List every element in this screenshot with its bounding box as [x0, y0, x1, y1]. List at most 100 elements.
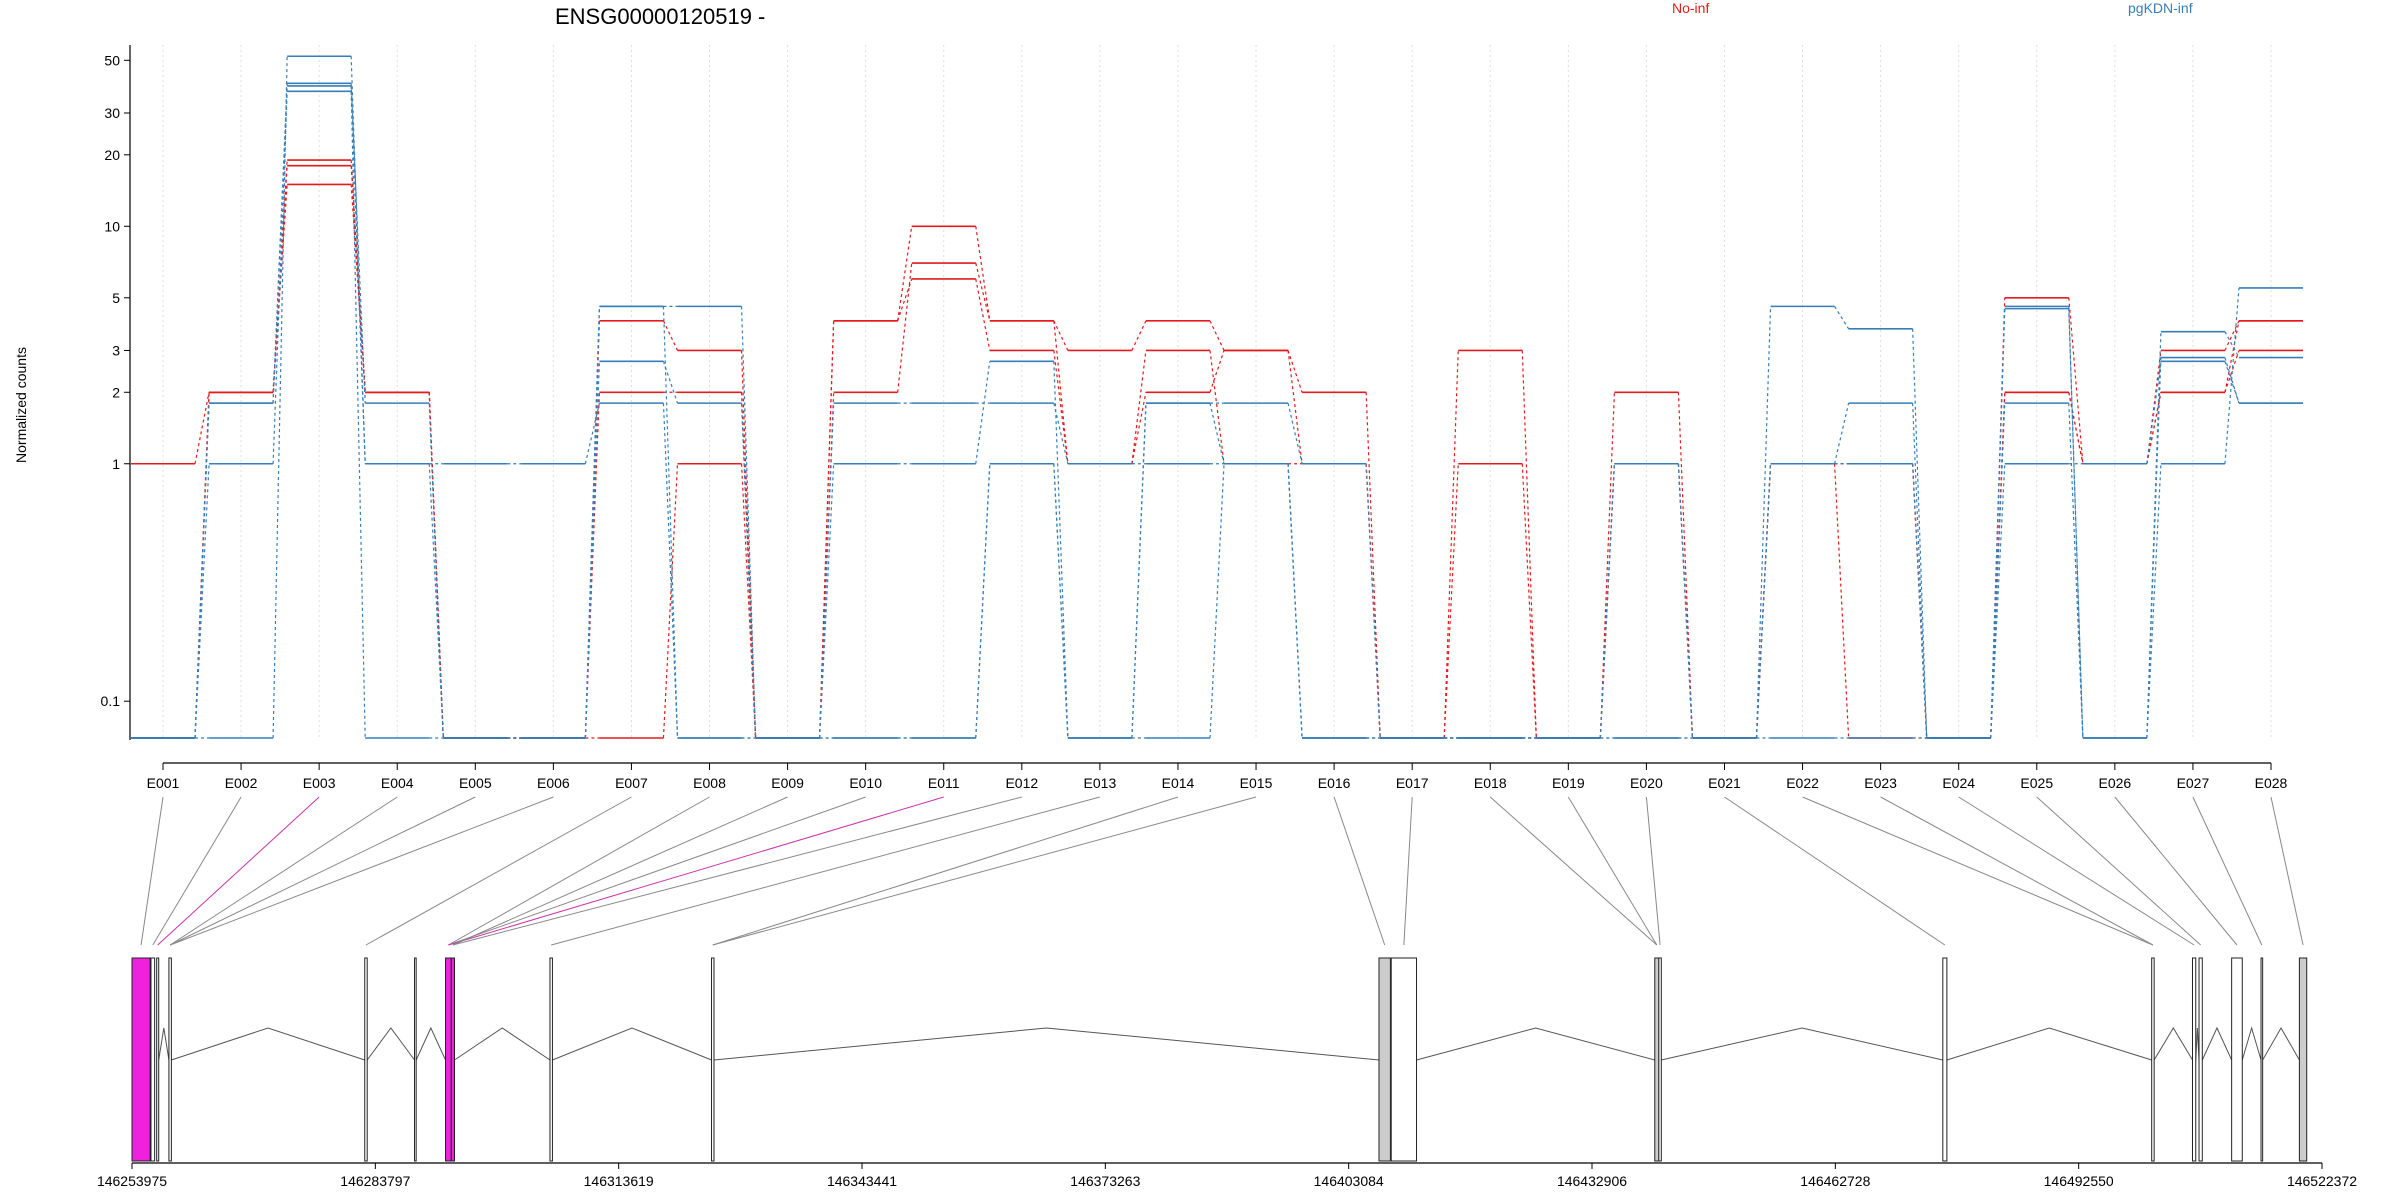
data-transition — [1755, 306, 1772, 739]
intron-chevron — [2241, 1026, 2262, 1061]
y-tick-label: 10 — [104, 218, 120, 234]
exon-connector — [1333, 796, 1386, 946]
gridlines — [162, 45, 2272, 740]
gene-model — [131, 957, 2308, 1162]
exon-connector — [1958, 796, 2195, 946]
series-no-inf-0 — [130, 159, 2304, 739]
data-transition — [1287, 350, 1303, 464]
genomic-tick-label: 146403084 — [1314, 1173, 1384, 1189]
x-tick-label: E006 — [537, 775, 570, 791]
x-tick-label: E024 — [1942, 775, 1975, 791]
data-transition — [1131, 403, 1147, 739]
exon-connector — [169, 796, 554, 946]
x-tick-label: E022 — [1786, 775, 1819, 791]
exon-connector — [2270, 796, 2304, 946]
exon-connector — [712, 796, 1179, 946]
exon-connector — [2192, 796, 2263, 946]
data-transition — [1912, 463, 1928, 739]
genomic-tick-label: 146522372 — [2287, 1173, 2357, 1189]
y-tick-label: 0.1 — [101, 693, 121, 709]
data-transition — [1521, 463, 1537, 739]
x-tick-label: E014 — [1162, 775, 1195, 791]
data-transition — [1912, 403, 1928, 739]
exon-box — [2231, 957, 2243, 1162]
intron-chevron — [2153, 1027, 2193, 1061]
exon-connector — [1880, 796, 2154, 946]
data-transition — [194, 392, 210, 464]
intron-chevron — [713, 1027, 1380, 1061]
data-transition — [1599, 392, 1615, 739]
x-tick-label: E003 — [303, 775, 336, 791]
genomic-tick-label: 146462728 — [1800, 1173, 1870, 1189]
data-transition — [1833, 463, 1850, 739]
exon-box — [549, 957, 553, 1162]
data-transition — [1677, 463, 1694, 739]
data-transition — [1599, 463, 1615, 739]
data-transition — [584, 392, 601, 739]
exon-connector — [365, 796, 632, 946]
genomic-tick-label: 146492550 — [2044, 1173, 2114, 1189]
exon-box — [414, 957, 417, 1162]
exon-box — [1378, 957, 1391, 1162]
data-transition — [897, 278, 913, 321]
data-transition — [662, 320, 679, 351]
x-tick-label: E021 — [1708, 775, 1741, 791]
intron-chevron — [454, 1027, 551, 1061]
exon-connector — [452, 796, 788, 946]
data-transition — [975, 361, 991, 464]
data-transition — [1287, 463, 1303, 739]
data-transition — [819, 403, 835, 739]
data-transition — [2224, 357, 2240, 404]
x-tick-label: E008 — [693, 775, 726, 791]
x-tick-label: E023 — [1864, 775, 1897, 791]
series-no-inf-2 — [130, 183, 2304, 739]
data-transition — [2224, 287, 2240, 464]
data-transition — [194, 463, 210, 739]
exon-box — [2260, 957, 2264, 1162]
x-tick-label: E011 — [928, 775, 960, 791]
x-tick-label: E002 — [225, 775, 258, 791]
exon-connector — [551, 796, 1101, 946]
data-transition — [662, 403, 679, 739]
data-transition — [975, 278, 991, 351]
exon-box — [445, 957, 452, 1162]
data-transition — [1209, 320, 1225, 351]
x-tick-label: E026 — [2099, 775, 2132, 791]
data-transition — [2146, 361, 2162, 464]
data-transition — [1677, 392, 1694, 739]
series-pgkdn-inf-5 — [130, 90, 2304, 739]
genomic-tick-label: 146253975 — [97, 1173, 167, 1189]
intron-chevron — [1661, 1027, 1943, 1061]
y-tick-label: 2 — [112, 384, 120, 400]
data-transition — [740, 350, 757, 739]
data-transition — [2224, 320, 2240, 393]
exon-connector — [448, 796, 866, 946]
data-transition — [1365, 463, 1381, 739]
legend-pgkdn-inf: pgKDN-inf — [2128, 0, 2193, 16]
data-transition — [897, 226, 913, 321]
y-axis-label: Normalized counts — [13, 347, 29, 463]
legend-no-inf: No-inf — [1672, 0, 1709, 16]
series-no-inf-1 — [130, 164, 2304, 739]
exon-connector — [169, 796, 398, 946]
data-transition — [1599, 463, 1615, 739]
data-transition — [1287, 402, 1303, 464]
exon-connector — [2036, 796, 2201, 946]
data-transition — [2224, 361, 2240, 404]
data-transition — [897, 263, 913, 393]
data-transition — [428, 463, 444, 739]
x-tick-label: E017 — [1396, 775, 1429, 791]
intron-chevron — [415, 1026, 446, 1061]
x-tick-label: E010 — [849, 775, 882, 791]
data-transition — [1912, 463, 1928, 739]
x-tick-label: E005 — [459, 775, 492, 791]
data-transition — [1209, 463, 1225, 739]
data-transition — [1287, 463, 1303, 739]
data-transition — [975, 463, 991, 739]
genomic-tick-label: 146283797 — [340, 1173, 410, 1189]
data-transition — [1990, 306, 2006, 739]
exon-box — [2298, 957, 2308, 1162]
data-transition — [1131, 392, 1147, 464]
data-transition — [1365, 463, 1381, 739]
